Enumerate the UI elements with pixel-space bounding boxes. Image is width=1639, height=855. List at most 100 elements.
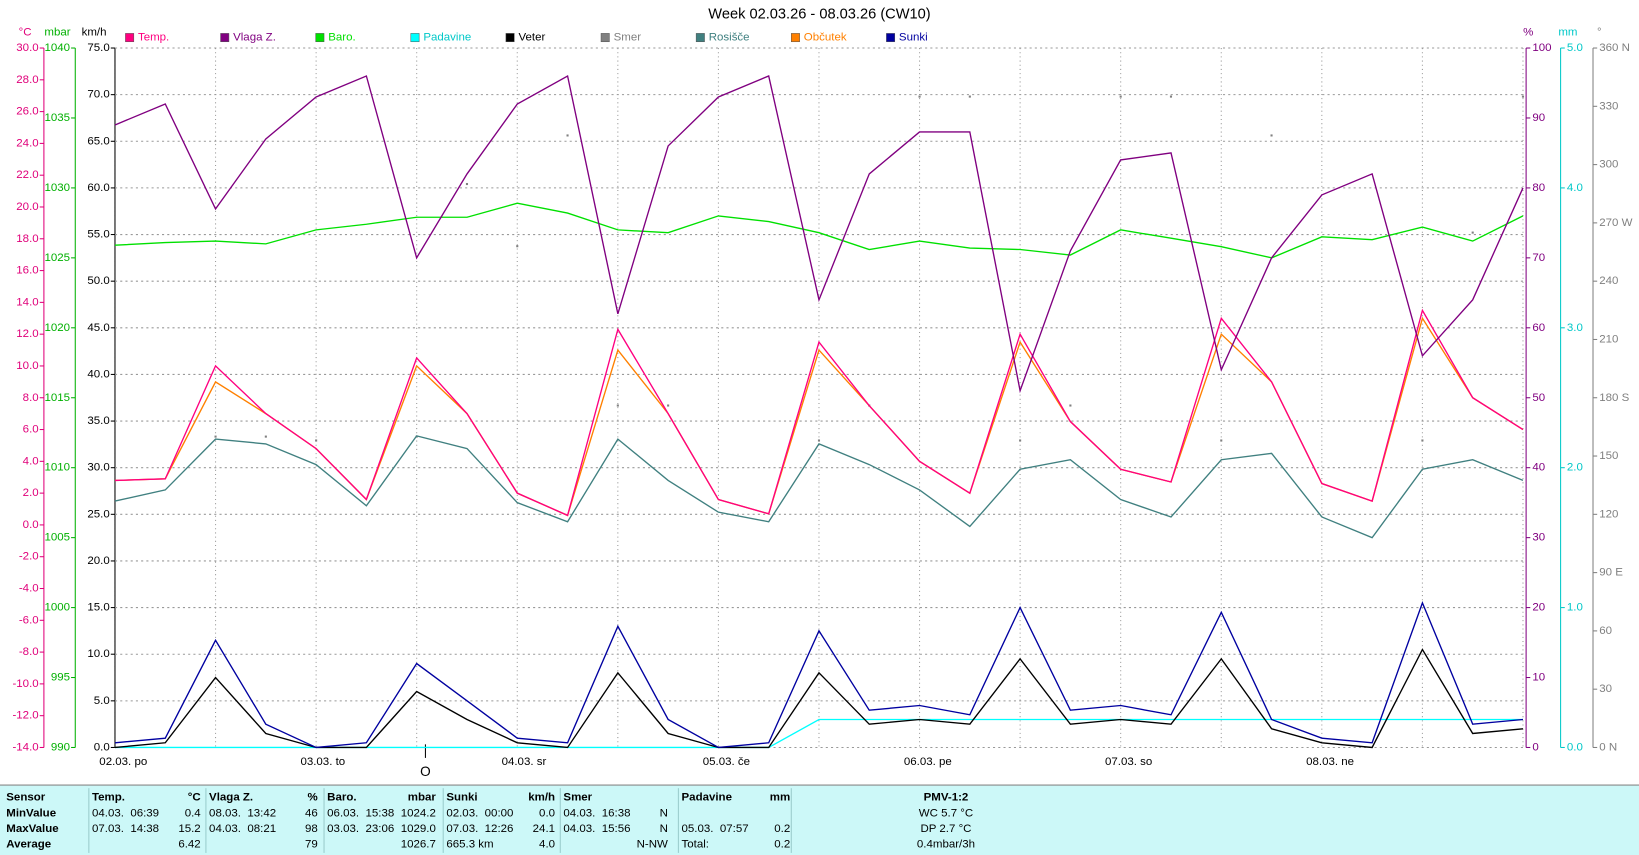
y-tick-label: 20.0 <box>16 201 38 213</box>
stats-cell: 08.03. 13:42 <box>209 807 276 819</box>
direction-dot <box>1169 95 1173 98</box>
legend-swatch <box>125 33 135 43</box>
series-line <box>114 202 1524 259</box>
direction-dot <box>1069 404 1072 407</box>
stats-row-label: MinValue <box>6 807 56 819</box>
stats-unit: % <box>308 792 318 804</box>
stats-unit: mbar <box>408 792 437 804</box>
y-tick-label: 20.0 <box>87 555 109 567</box>
legend-swatch <box>410 33 420 43</box>
axis-unit: % <box>1523 26 1533 38</box>
y-tick-label: 50.0 <box>87 275 109 287</box>
pmv-line: WC 5.7 °C <box>919 807 973 819</box>
stats-panel <box>0 785 1639 855</box>
legend-label: Temp. <box>138 32 169 44</box>
y-tick-label: 10.0 <box>87 648 109 660</box>
pmv-line: DP 2.7 °C <box>920 823 971 835</box>
y-tick-label: 1020 <box>44 322 70 334</box>
direction-dot <box>113 134 117 137</box>
stats-cell: Total: <box>682 839 709 851</box>
stats-cell: 04.03. 08:21 <box>209 823 276 835</box>
y-tick-label: 1025 <box>44 252 70 264</box>
stats-header: Sunki <box>446 792 477 804</box>
y-tick-label: 20 <box>1532 602 1545 614</box>
y-tick-label: 5.0 <box>94 695 110 707</box>
y-tick-label: 60.0 <box>87 182 109 194</box>
stats-cell: 665.3 km <box>446 839 493 851</box>
legend-swatch <box>505 33 515 43</box>
y-tick-label: 40 <box>1532 462 1545 474</box>
y-tick-label: 3.0 <box>1567 322 1583 334</box>
direction-dot <box>968 95 971 98</box>
y-tick-label: 70 <box>1532 252 1545 264</box>
x-tick-label: 08.03. ne <box>1306 756 1354 768</box>
stats-value: 0.4 <box>185 807 202 819</box>
y-tick-label: 4.0 <box>1567 182 1583 194</box>
stats-unit: km/h <box>528 792 555 804</box>
legend-label: Veter <box>518 32 545 44</box>
stats-cell: 07.03. 14:38 <box>92 823 159 835</box>
axis-unit: mbar <box>44 26 70 38</box>
y-tick-label: 12.0 <box>16 328 38 340</box>
y-tick-label: 55.0 <box>87 229 109 241</box>
y-tick-label: 60 <box>1532 322 1545 334</box>
legend-label: Rosišče <box>709 32 750 44</box>
y-tick-label: 995 <box>51 672 70 684</box>
y-tick-label: 16.0 <box>16 265 38 277</box>
y-tick-label: 6.0 <box>23 424 39 436</box>
stats-header: Smer <box>563 792 592 804</box>
y-tick-label: -14.0 <box>12 742 38 754</box>
stats-value: 4.0 <box>539 839 555 851</box>
y-tick-label: 1040 <box>44 42 70 54</box>
stats-value: 1024.2 <box>401 807 436 819</box>
direction-dot <box>667 404 670 407</box>
y-tick-label: 65.0 <box>87 135 109 147</box>
y-tick-label: -10.0 <box>12 678 38 690</box>
y-tick-label: 28.0 <box>16 74 38 86</box>
legend-swatch <box>695 33 705 43</box>
y-tick-label: 5.0 <box>1567 42 1583 54</box>
y-tick-label: 90 <box>1532 112 1545 124</box>
legend-label: Baro. <box>328 32 355 44</box>
axis-unit: °C <box>19 26 32 38</box>
direction-dot <box>315 439 318 442</box>
y-tick-label: 1010 <box>44 462 70 474</box>
series-line <box>114 308 1524 517</box>
direction-dot <box>616 404 619 407</box>
stats-value: N <box>660 807 668 819</box>
y-tick-label: 60 <box>1599 625 1612 637</box>
y-tick-label: 4.0 <box>23 455 39 467</box>
pmv-header: PMV-1:2 <box>924 792 969 804</box>
x-tick-label: 03.03. to <box>300 756 345 768</box>
stats-header: Temp. <box>92 792 125 804</box>
stats-value: 79 <box>305 839 318 851</box>
axis-unit: mm <box>1558 26 1577 38</box>
stats-cell: 06.03. 15:38 <box>327 807 394 819</box>
y-tick-label: 120 <box>1599 508 1618 520</box>
y-tick-label: 330 <box>1599 100 1618 112</box>
y-tick-label: 300 <box>1599 159 1618 171</box>
y-tick-label: -2.0 <box>19 551 39 563</box>
y-tick-label: 360 N <box>1599 42 1630 54</box>
legend-swatch <box>600 33 610 43</box>
y-tick-label: 1030 <box>44 182 70 194</box>
stats-cell: 07.03. 12:26 <box>446 823 513 835</box>
y-tick-label: 15.0 <box>87 602 109 614</box>
direction-dot <box>516 245 519 248</box>
stats-row-label: MaxValue <box>6 823 58 835</box>
stats-value: 0.0 <box>539 807 555 819</box>
x-tick-label: 07.03. so <box>1105 756 1152 768</box>
y-tick-label: 50 <box>1532 392 1545 404</box>
y-tick-label: -8.0 <box>19 646 39 658</box>
y-tick-label: 10.0 <box>16 360 38 372</box>
stats-value: 15.2 <box>178 823 200 835</box>
y-tick-label: 10 <box>1532 672 1545 684</box>
y-tick-label: 25.0 <box>87 508 109 520</box>
y-tick-label: 0 <box>1532 742 1538 754</box>
y-tick-label: 1000 <box>44 602 70 614</box>
legend-swatch <box>220 33 230 43</box>
stats-value: 1026.7 <box>401 839 436 851</box>
direction-dot <box>817 439 821 442</box>
x-tick-label: 05.03. če <box>703 756 750 768</box>
